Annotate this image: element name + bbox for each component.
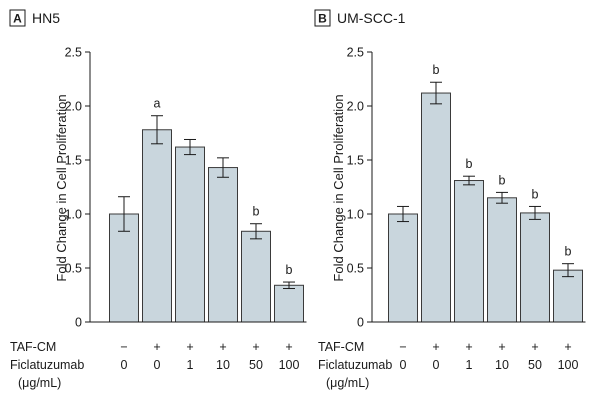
ficlatuzumab-dose: 1	[187, 358, 194, 372]
panel-letter-box	[314, 9, 331, 27]
tafcm-value: +	[186, 340, 193, 354]
ficlatuzumab-dose: 50	[528, 358, 542, 372]
ficlatuzumab-dose: 10	[216, 358, 230, 372]
y-tick-label: 0.5	[347, 262, 364, 276]
row-label-tafcm: TAF-CM	[318, 340, 364, 354]
bar	[175, 146, 205, 323]
tafcm-value: −	[399, 340, 406, 354]
ficlatuzumab-dose: 100	[279, 358, 300, 372]
tafcm-value: +	[153, 340, 160, 354]
significance-label: a	[154, 97, 161, 111]
panel-b: B UM-SCC-1 Fold Change in Cell Prolifera…	[314, 9, 586, 372]
significance-label: b	[433, 63, 440, 77]
significance-label: b	[253, 205, 260, 219]
significance-label: b	[532, 187, 539, 201]
tafcm-value: +	[531, 340, 538, 354]
bar	[520, 212, 550, 323]
bars: b b b b b	[388, 63, 583, 323]
row-label-units: (μg/mL)	[326, 376, 369, 390]
y-axis-label: Fold Change in Cell Proliferation	[54, 94, 69, 281]
y-tick-label: 0.5	[65, 262, 82, 276]
bar	[208, 167, 238, 323]
row-label-ficlatuzumab: Ficlatuzumab	[318, 358, 392, 372]
tafcm-value: +	[498, 340, 505, 354]
panel-letter: B	[318, 12, 327, 26]
tafcm-value: +	[564, 340, 571, 354]
tafcm-value: −	[120, 340, 127, 354]
ficlatuzumab-dose: 0	[154, 358, 161, 372]
bar	[388, 213, 418, 323]
row-label-ficlatuzumab: Ficlatuzumab	[10, 358, 84, 372]
y-tick-label: 2.0	[347, 100, 364, 114]
x-category-rows: − 0 +0 +1 +10 +50 +100	[399, 340, 578, 372]
bar	[553, 269, 583, 323]
panel-letter: A	[13, 12, 22, 26]
y-tick-label: 0	[357, 316, 364, 330]
tafcm-value: +	[219, 340, 226, 354]
ficlatuzumab-dose: 0	[121, 358, 128, 372]
y-tick-label: 0	[75, 316, 82, 330]
y-tick-label: 1.5	[65, 154, 82, 168]
bar	[142, 129, 172, 323]
bar	[454, 180, 484, 323]
bars: a b b	[109, 97, 304, 323]
y-tick-label: 2.0	[65, 100, 82, 114]
y-tick-label: 1.0	[347, 208, 364, 222]
tafcm-value: +	[465, 340, 472, 354]
ficlatuzumab-dose: 10	[495, 358, 509, 372]
panel-title: HN5	[32, 10, 60, 26]
y-tick-label: 2.5	[65, 46, 82, 60]
ficlatuzumab-dose: 50	[249, 358, 263, 372]
y-tick-label: 1.0	[65, 208, 82, 222]
significance-label: b	[466, 157, 473, 171]
tafcm-value: +	[285, 340, 292, 354]
panel-letter-box	[9, 9, 26, 27]
significance-label: b	[499, 173, 506, 187]
bar	[421, 92, 451, 323]
bar	[274, 284, 304, 323]
row-label-units: (μg/mL)	[18, 376, 61, 390]
ficlatuzumab-dose: 100	[558, 358, 579, 372]
significance-label: b	[565, 245, 572, 259]
panel-a: A HN5 Fold Change in Cell Proliferation …	[9, 9, 307, 372]
tafcm-value: +	[252, 340, 259, 354]
y-tick-label: 2.5	[347, 46, 364, 60]
tafcm-value: +	[432, 340, 439, 354]
ficlatuzumab-dose: 1	[466, 358, 473, 372]
x-category-rows: − 0 +0 +1 +10 +50 +100	[120, 340, 299, 372]
ficlatuzumab-dose: 0	[400, 358, 407, 372]
y-axis-ticks: 0 0.5 1.0 1.5 2.0 2.5	[347, 46, 372, 330]
ficlatuzumab-dose: 0	[433, 358, 440, 372]
y-tick-label: 1.5	[347, 154, 364, 168]
y-axis-label: Fold Change in Cell Proliferation	[331, 94, 346, 281]
panel-title: UM-SCC-1	[337, 10, 406, 26]
row-label-tafcm: TAF-CM	[10, 340, 56, 354]
bar	[241, 230, 271, 323]
bar	[487, 197, 517, 323]
significance-label: b	[286, 263, 293, 277]
y-axis-ticks: 0 0.5 1.0 1.5 2.0 2.5	[65, 46, 90, 330]
